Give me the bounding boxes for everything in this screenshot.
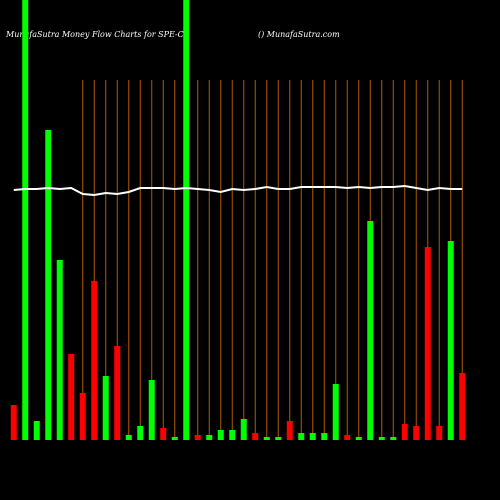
bar bbox=[125, 435, 132, 440]
bar bbox=[413, 426, 420, 440]
bar bbox=[321, 433, 328, 440]
bar bbox=[68, 354, 75, 440]
bar bbox=[252, 433, 259, 440]
bar bbox=[183, 0, 190, 440]
bar bbox=[137, 426, 144, 440]
bar bbox=[424, 247, 431, 440]
bar bbox=[171, 437, 178, 440]
bar bbox=[378, 437, 385, 440]
bar bbox=[367, 221, 374, 440]
bar bbox=[286, 421, 293, 440]
bar bbox=[447, 241, 454, 440]
bar bbox=[298, 433, 305, 440]
bar bbox=[459, 373, 466, 440]
bar bbox=[229, 430, 236, 440]
bar bbox=[10, 405, 17, 440]
bar bbox=[263, 437, 270, 440]
bar bbox=[45, 130, 52, 440]
bar bbox=[436, 426, 443, 440]
flow-line bbox=[13, 184, 463, 197]
bar bbox=[344, 435, 351, 440]
bar bbox=[240, 419, 247, 440]
bar bbox=[148, 380, 155, 440]
bar bbox=[56, 260, 63, 440]
bar bbox=[401, 424, 408, 440]
chart-subtitle: () MunafaSutra.com bbox=[258, 30, 340, 39]
bar bbox=[217, 430, 224, 440]
bar bbox=[91, 281, 98, 440]
bar bbox=[332, 384, 339, 440]
bar bbox=[194, 435, 201, 440]
bar bbox=[275, 437, 282, 440]
bar bbox=[355, 437, 362, 440]
bar bbox=[390, 437, 397, 440]
bar bbox=[160, 428, 167, 440]
bar bbox=[22, 0, 29, 440]
bar bbox=[114, 346, 121, 440]
bar bbox=[33, 421, 40, 440]
bar bbox=[79, 393, 86, 440]
chart-title: MunafaSutra Money Flow Charts for SPE-C bbox=[5, 30, 184, 39]
bar bbox=[102, 376, 109, 440]
bar bbox=[206, 435, 213, 440]
bar bbox=[309, 433, 316, 440]
